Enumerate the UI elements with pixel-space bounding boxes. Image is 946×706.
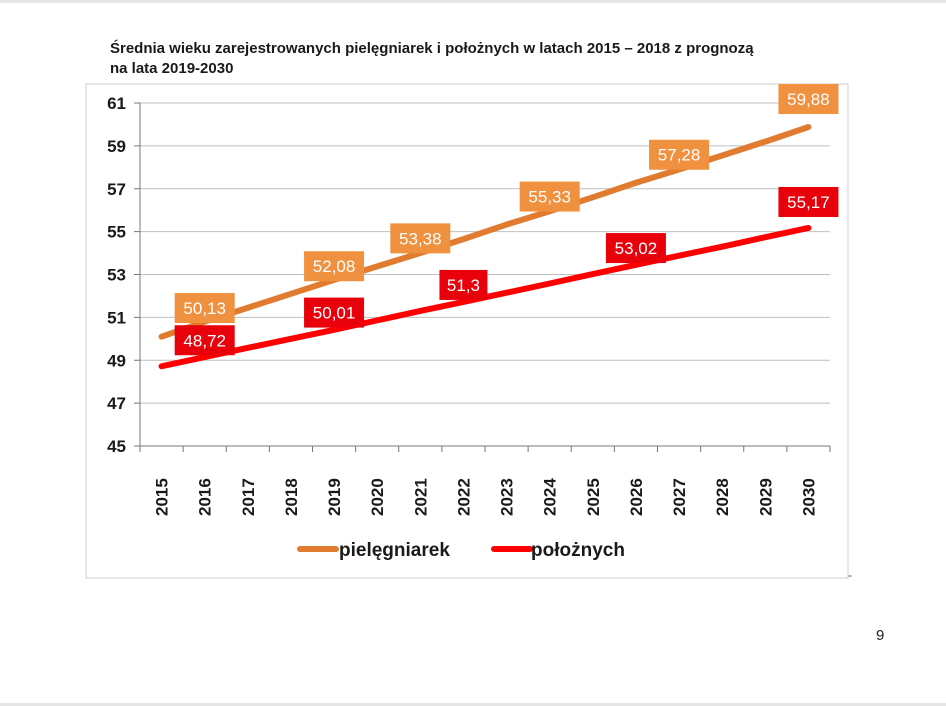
data-label-text: 59,88	[787, 90, 830, 109]
data-label-text: 55,17	[787, 193, 830, 212]
chart-title-line-2: na lata 2019-2030	[110, 60, 233, 77]
y-tick-label: 61	[107, 94, 126, 113]
axes: 45 47 49 51 53 55 57 59 61 2015 2016 2017 2018 2019 20…	[107, 94, 831, 516]
x-tick-label: 2030	[799, 478, 818, 516]
y-tick-label: 49	[107, 351, 126, 370]
data-label-text: 53,38	[399, 229, 442, 248]
data-label-text: 55,33	[528, 188, 571, 207]
x-tick-label: 2025	[584, 478, 603, 516]
y-tick-label: 51	[107, 308, 126, 327]
y-tick-label: 53	[107, 266, 126, 285]
chart-title-line-1: Średnia wieku zarejestrowanych pielęgnia…	[110, 39, 754, 57]
data-label-box	[174, 325, 235, 356]
y-tick-label: 45	[107, 437, 126, 456]
data-label-box	[439, 269, 488, 300]
x-tick-label: 2024	[541, 478, 560, 516]
x-tick-label: 2023	[498, 478, 517, 516]
data-label-box	[649, 139, 710, 170]
x-tick-label: 2016	[196, 478, 215, 516]
x-tick-label: 2019	[325, 478, 344, 516]
x-tick-label: 2029	[756, 478, 775, 516]
legend-label: położnych	[531, 540, 625, 561]
data-label-text: 48,72	[183, 331, 226, 350]
y-tick-label: 59	[107, 137, 126, 156]
data-labels: 50,13 52,08 53,38 55,33 57,28 59,88 48,72 50,01…	[174, 84, 839, 356]
legend-label: pielęgniarek	[339, 540, 450, 561]
y-tick-label: 47	[107, 394, 126, 413]
y-tick-label: 57	[107, 180, 126, 199]
x-tick-label: 2027	[670, 478, 689, 516]
data-label-text: 51,3	[447, 276, 480, 295]
x-tick-label: 2026	[627, 478, 646, 516]
data-label-text: 52,08	[313, 257, 356, 276]
data-label-box	[174, 293, 235, 324]
data-label-text: 53,02	[615, 239, 658, 258]
data-label-box	[778, 186, 839, 217]
x-tick-label: 2020	[368, 478, 387, 516]
data-label-box	[304, 251, 365, 282]
x-tick-label: 2015	[153, 478, 172, 516]
x-tick-label: 2017	[239, 478, 258, 516]
legend: pielęgniarek położnych	[297, 540, 625, 561]
data-label-box	[519, 181, 580, 212]
data-label-box	[778, 84, 839, 115]
page-bottom-border	[0, 703, 946, 706]
y-tick-label: 55	[107, 223, 126, 242]
data-label-text: 50,01	[313, 304, 356, 323]
page-top-border	[0, 0, 946, 3]
x-tick-label: 2018	[282, 478, 301, 516]
data-label-text: 57,28	[658, 146, 701, 165]
x-tick-label: 2021	[411, 478, 430, 516]
x-tick-label: 2028	[713, 478, 732, 516]
x-tick-label: 2022	[454, 478, 473, 516]
data-label-text: 50,13	[183, 299, 226, 318]
data-label-box	[605, 233, 666, 264]
grid-lines	[140, 102, 830, 404]
stray-mark: -	[848, 568, 852, 582]
data-label-box	[304, 297, 365, 328]
data-label-box	[390, 223, 451, 254]
page-number: 9	[876, 627, 885, 644]
